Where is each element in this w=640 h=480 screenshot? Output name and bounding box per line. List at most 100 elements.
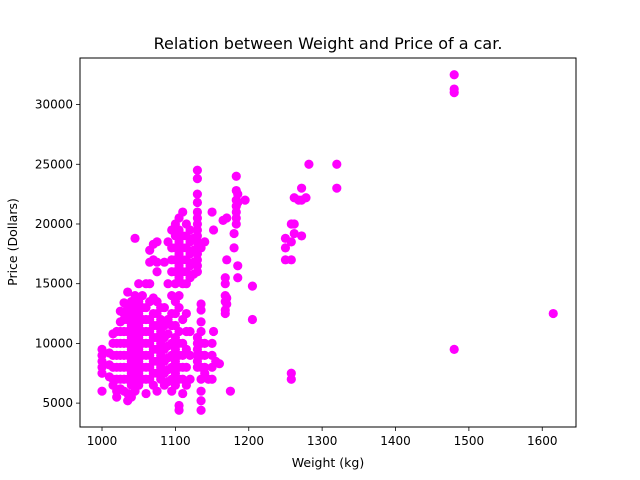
data-point [229,228,239,239]
x-tick-label: 1100 [160,434,191,448]
data-point [145,279,155,289]
data-point [280,243,291,253]
data-point [449,344,459,354]
data-point [304,159,314,169]
data-point [185,350,195,360]
data-point [130,233,140,243]
data-point [296,183,307,193]
y-tick-label: 15000 [35,277,73,291]
data-point [196,405,206,415]
data-point [296,231,307,241]
x-tick-label: 1300 [307,434,338,448]
data-point [240,195,250,205]
data-point [152,237,162,247]
data-point [301,193,311,203]
data-point [192,267,202,277]
data-point [185,326,195,337]
y-tick-label: 10000 [35,336,73,350]
data-point [200,237,210,247]
data-point [286,374,296,384]
data-point [222,299,232,309]
data-point [225,386,236,396]
data-point [332,183,342,193]
data-point [233,261,243,271]
data-point [159,257,169,267]
data-point [208,326,219,337]
data-point [174,405,184,415]
data-point [174,326,184,337]
data-point [233,273,243,283]
data-point [192,189,202,199]
data-point [222,213,232,223]
x-tick-label: 1000 [87,434,118,448]
data-point [192,197,202,208]
axis-ticks: 1000 1100 1200 1300 1400 1500 1600 5000 10000 150… [35,98,558,448]
x-tick-label: 1600 [527,434,558,448]
data-point [220,308,230,319]
data-point [97,386,107,396]
x-axis-label: Weight (kg) [292,455,364,470]
data-point [233,197,243,208]
data-point [332,159,342,169]
data-point [286,237,296,247]
chart-title: Relation between Weight and Price of a c… [154,34,503,53]
data-point [174,291,184,301]
data-point [178,207,188,217]
data-point [231,219,241,229]
data-point [214,359,225,369]
x-tick-label: 1400 [380,434,411,448]
data-point [286,255,296,265]
data-point [163,329,173,339]
data-point [449,70,459,80]
data-point [200,338,210,349]
data-point [548,308,558,319]
data-point [196,326,206,337]
y-tick-label: 20000 [35,217,73,231]
data-point [141,388,151,399]
data-point [196,386,206,396]
data-point [123,287,133,297]
data-point [112,392,122,402]
data-point [289,219,299,229]
data-point [233,189,243,199]
x-tick-label: 1200 [233,434,264,448]
data-point [181,308,191,319]
data-point [231,171,241,181]
data-point [137,291,147,301]
data-point [97,368,107,378]
y-tick-label: 25000 [35,157,73,171]
data-point [449,88,459,98]
data-point [207,207,217,217]
data-point [159,302,169,313]
data-point [178,388,188,399]
y-axis-label: Price (Dollars) [5,198,20,286]
data-point [196,396,206,406]
data-point [196,317,206,327]
plot-area-frame [79,57,577,428]
data-point [192,174,202,184]
data-point [207,374,217,384]
data-point [207,338,217,349]
data-point [181,362,191,372]
data-point [220,279,230,289]
data-point [152,257,162,267]
data-point [196,305,206,315]
data-points [97,70,558,415]
data-point [185,374,195,384]
data-point [247,314,258,325]
x-tick-label: 1500 [454,434,485,448]
data-point [208,225,219,235]
data-point [200,350,210,360]
data-point [229,243,239,253]
y-tick-label: 30000 [35,98,73,112]
y-tick-label: 5000 [42,396,73,410]
data-point [289,228,299,239]
data-point [152,386,162,396]
data-point [174,302,184,313]
data-point [163,279,173,289]
data-point [192,165,202,175]
data-point [247,281,258,291]
data-point [185,225,195,235]
